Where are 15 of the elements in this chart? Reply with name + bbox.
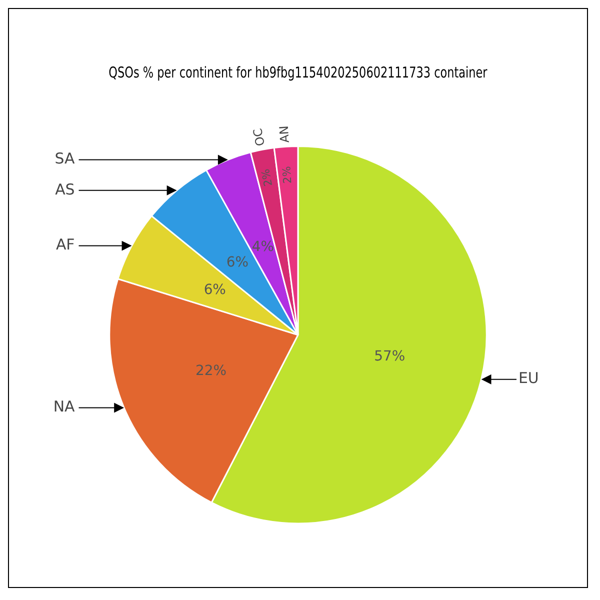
chart-title: QSOs % per continent for hb9fbg1154020250602111733 container xyxy=(108,65,488,82)
slice-label: EU xyxy=(518,369,539,388)
data-label: 57% xyxy=(374,348,406,365)
data-label: 2% xyxy=(258,168,276,188)
data-label: 2% xyxy=(280,166,294,184)
slice-label: AN xyxy=(276,125,292,144)
slice-label: AF xyxy=(56,236,75,254)
data-label: 4% xyxy=(252,238,274,255)
slice-label: AS xyxy=(55,180,75,198)
slice-label: OC xyxy=(250,127,268,148)
data-label: 6% xyxy=(204,282,226,298)
data-label: 6% xyxy=(226,254,248,270)
data-label: 22% xyxy=(196,362,227,379)
slice-label: SA xyxy=(54,150,76,168)
slice-label: NA xyxy=(53,398,76,416)
